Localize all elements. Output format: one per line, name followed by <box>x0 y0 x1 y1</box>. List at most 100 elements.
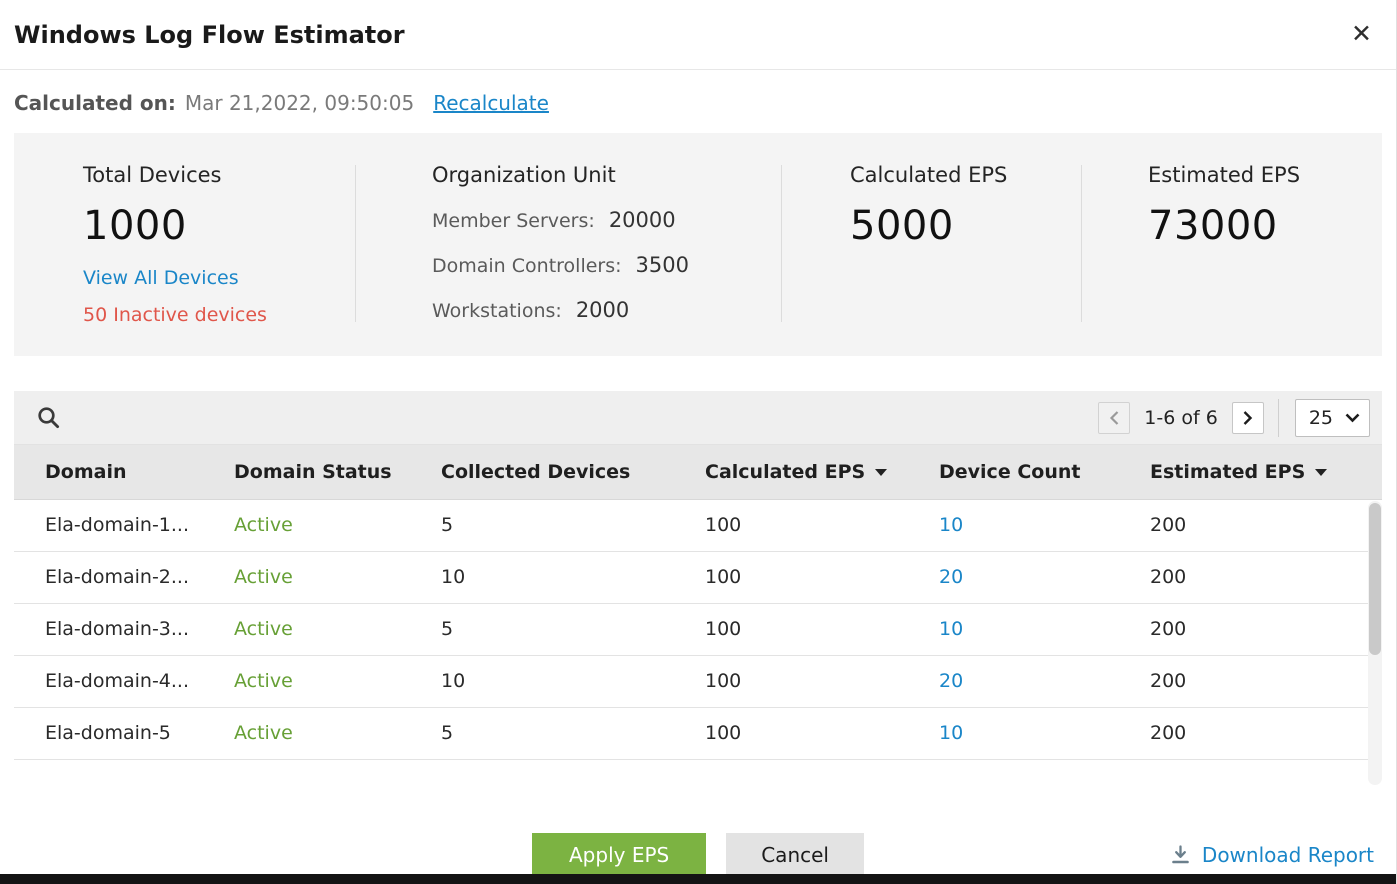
cell-domain-status: Active <box>234 551 441 604</box>
column-header-estimated-eps[interactable]: Estimated EPS <box>1150 445 1382 500</box>
close-button[interactable]: ✕ <box>1351 22 1372 47</box>
cell-collected-devices: 5 <box>441 499 705 552</box>
search-icon <box>38 407 60 429</box>
modal-header: Windows Log Flow Estimator ✕ <box>0 0 1396 70</box>
calculated-eps-section: Calculated EPS 5000 <box>782 161 1081 326</box>
cell-calculated-eps: 100 <box>705 551 939 604</box>
chevron-left-icon <box>1109 410 1119 425</box>
cell-collected-devices: 5 <box>441 603 705 656</box>
scrollbar-thumb[interactable] <box>1369 503 1381 655</box>
inactive-devices-text: 50 Inactive devices <box>83 304 267 326</box>
summary-divider <box>1081 165 1082 322</box>
column-label: Device Count <box>939 460 1081 483</box>
scrollbar[interactable] <box>1368 501 1382 785</box>
summary-panel: Total Devices 1000 View All Devices 50 I… <box>14 133 1382 356</box>
apply-eps-button[interactable]: Apply EPS <box>532 832 707 877</box>
workstations-value: 2000 <box>575 298 630 322</box>
member-servers-label: Member Servers: <box>432 210 595 232</box>
cell-device-count: 10 <box>939 707 1150 760</box>
download-report-label: Download Report <box>1201 842 1374 867</box>
chevron-right-icon <box>1243 410 1253 425</box>
total-devices-label: Total Devices <box>83 163 222 187</box>
member-servers-row: Member Servers: 20000 <box>432 208 781 232</box>
total-devices-section: Total Devices 1000 View All Devices 50 I… <box>14 161 355 326</box>
footer-buttons: Apply EPS Cancel <box>0 832 1396 877</box>
workstations-row: Workstations: 2000 <box>432 298 781 322</box>
cell-domain-status: Active <box>234 603 441 656</box>
column-header-collected-devices[interactable]: Collected Devices <box>441 445 705 500</box>
pagination: 1-6 of 6 25 <box>1098 398 1370 437</box>
cancel-button[interactable]: Cancel <box>726 832 864 877</box>
column-label: Calculated EPS <box>705 460 866 483</box>
cell-estimated-eps: 200 <box>1150 655 1382 708</box>
device-count-link[interactable]: 20 <box>939 670 964 692</box>
recalculate-link[interactable]: Recalculate <box>433 91 549 115</box>
modal-footer: Apply EPS Cancel Download Report <box>0 832 1396 877</box>
download-report-link[interactable]: Download Report <box>1170 843 1374 867</box>
device-count-link[interactable]: 20 <box>939 566 964 588</box>
cell-device-count: 20 <box>939 655 1150 708</box>
device-count-link[interactable]: 10 <box>939 514 964 536</box>
table-header-row: Domain Domain Status Collected Devices C… <box>14 445 1382 500</box>
estimated-eps-value: 73000 <box>1148 203 1278 249</box>
workstations-label: Workstations: <box>432 300 562 322</box>
cell-domain: Ela-domain-4... <box>14 655 234 708</box>
page-title: Windows Log Flow Estimator <box>14 20 405 49</box>
column-label: Domain <box>45 460 127 483</box>
domain-controllers-label: Domain Controllers: <box>432 255 622 277</box>
sort-desc-icon[interactable] <box>1315 468 1328 476</box>
device-count-link[interactable]: 10 <box>939 722 964 744</box>
estimated-eps-section: Estimated EPS 73000 <box>1082 161 1382 326</box>
total-devices-value: 1000 <box>83 203 187 249</box>
calculated-eps-value: 5000 <box>850 203 954 249</box>
search-button[interactable] <box>36 405 61 430</box>
cell-estimated-eps: 200 <box>1150 551 1382 604</box>
calculated-on-label: Calculated on: <box>14 91 176 115</box>
cell-collected-devices: 10 <box>441 655 705 708</box>
column-header-device-count[interactable]: Device Count <box>939 445 1150 500</box>
view-all-devices-link[interactable]: View All Devices <box>83 267 239 289</box>
sort-desc-icon[interactable] <box>875 468 888 476</box>
summary-divider <box>781 165 782 322</box>
cell-domain: Ela-domain-1... <box>14 499 234 552</box>
column-header-domain[interactable]: Domain <box>14 445 234 500</box>
previous-page-button[interactable] <box>1098 401 1131 434</box>
cell-device-count: 20 <box>939 551 1150 604</box>
estimated-eps-label: Estimated EPS <box>1148 163 1301 187</box>
device-count-link[interactable]: 10 <box>939 618 964 640</box>
column-header-domain-status[interactable]: Domain Status <box>234 445 441 500</box>
cell-collected-devices: 10 <box>441 551 705 604</box>
download-icon <box>1172 845 1189 864</box>
table-row: Ela-domain-3... Active 5 100 10 200 <box>14 603 1382 656</box>
domains-table-section: 1-6 of 6 25 <box>14 391 1382 785</box>
cell-domain: Ela-domain-2... <box>14 551 234 604</box>
table-row: Ela-domain-1... Active 5 100 10 200 <box>14 499 1382 552</box>
page-size-value: 25 <box>1308 406 1333 429</box>
cell-estimated-eps: 200 <box>1150 499 1382 552</box>
cell-calculated-eps: 100 <box>705 499 939 552</box>
page-size-select[interactable]: 25 <box>1294 398 1370 437</box>
table-row: Ela-domain-4... Active 10 100 20 200 <box>14 655 1382 708</box>
chevron-down-icon <box>1345 413 1360 422</box>
column-label: Estimated EPS <box>1150 460 1306 483</box>
column-label: Collected Devices <box>441 460 631 483</box>
bottom-bar <box>0 874 1396 884</box>
next-page-button[interactable] <box>1231 401 1264 434</box>
calculated-on-row: Calculated on: Mar 21,2022, 09:50:05 Rec… <box>0 70 1396 133</box>
cell-domain: Ela-domain-3... <box>14 603 234 656</box>
pagination-separator <box>1277 398 1279 437</box>
organization-unit-label: Organization Unit <box>432 163 616 187</box>
cell-calculated-eps: 100 <box>705 603 939 656</box>
table-row: Ela-domain-2... Active 10 100 20 200 <box>14 551 1382 604</box>
cell-calculated-eps: 100 <box>705 707 939 760</box>
cell-domain: Ela-domain-5 <box>14 707 234 760</box>
domains-table: Domain Domain Status Collected Devices C… <box>14 445 1382 760</box>
cell-calculated-eps: 100 <box>705 655 939 708</box>
member-servers-value: 20000 <box>608 208 676 232</box>
table-row: Ela-domain-5 Active 5 100 10 200 <box>14 707 1382 760</box>
column-header-calculated-eps[interactable]: Calculated EPS <box>705 445 939 500</box>
close-icon: ✕ <box>1351 20 1372 48</box>
summary-divider <box>355 165 356 322</box>
table-toolbar: 1-6 of 6 25 <box>14 391 1382 445</box>
pagination-range-label: 1-6 of 6 <box>1144 406 1218 429</box>
